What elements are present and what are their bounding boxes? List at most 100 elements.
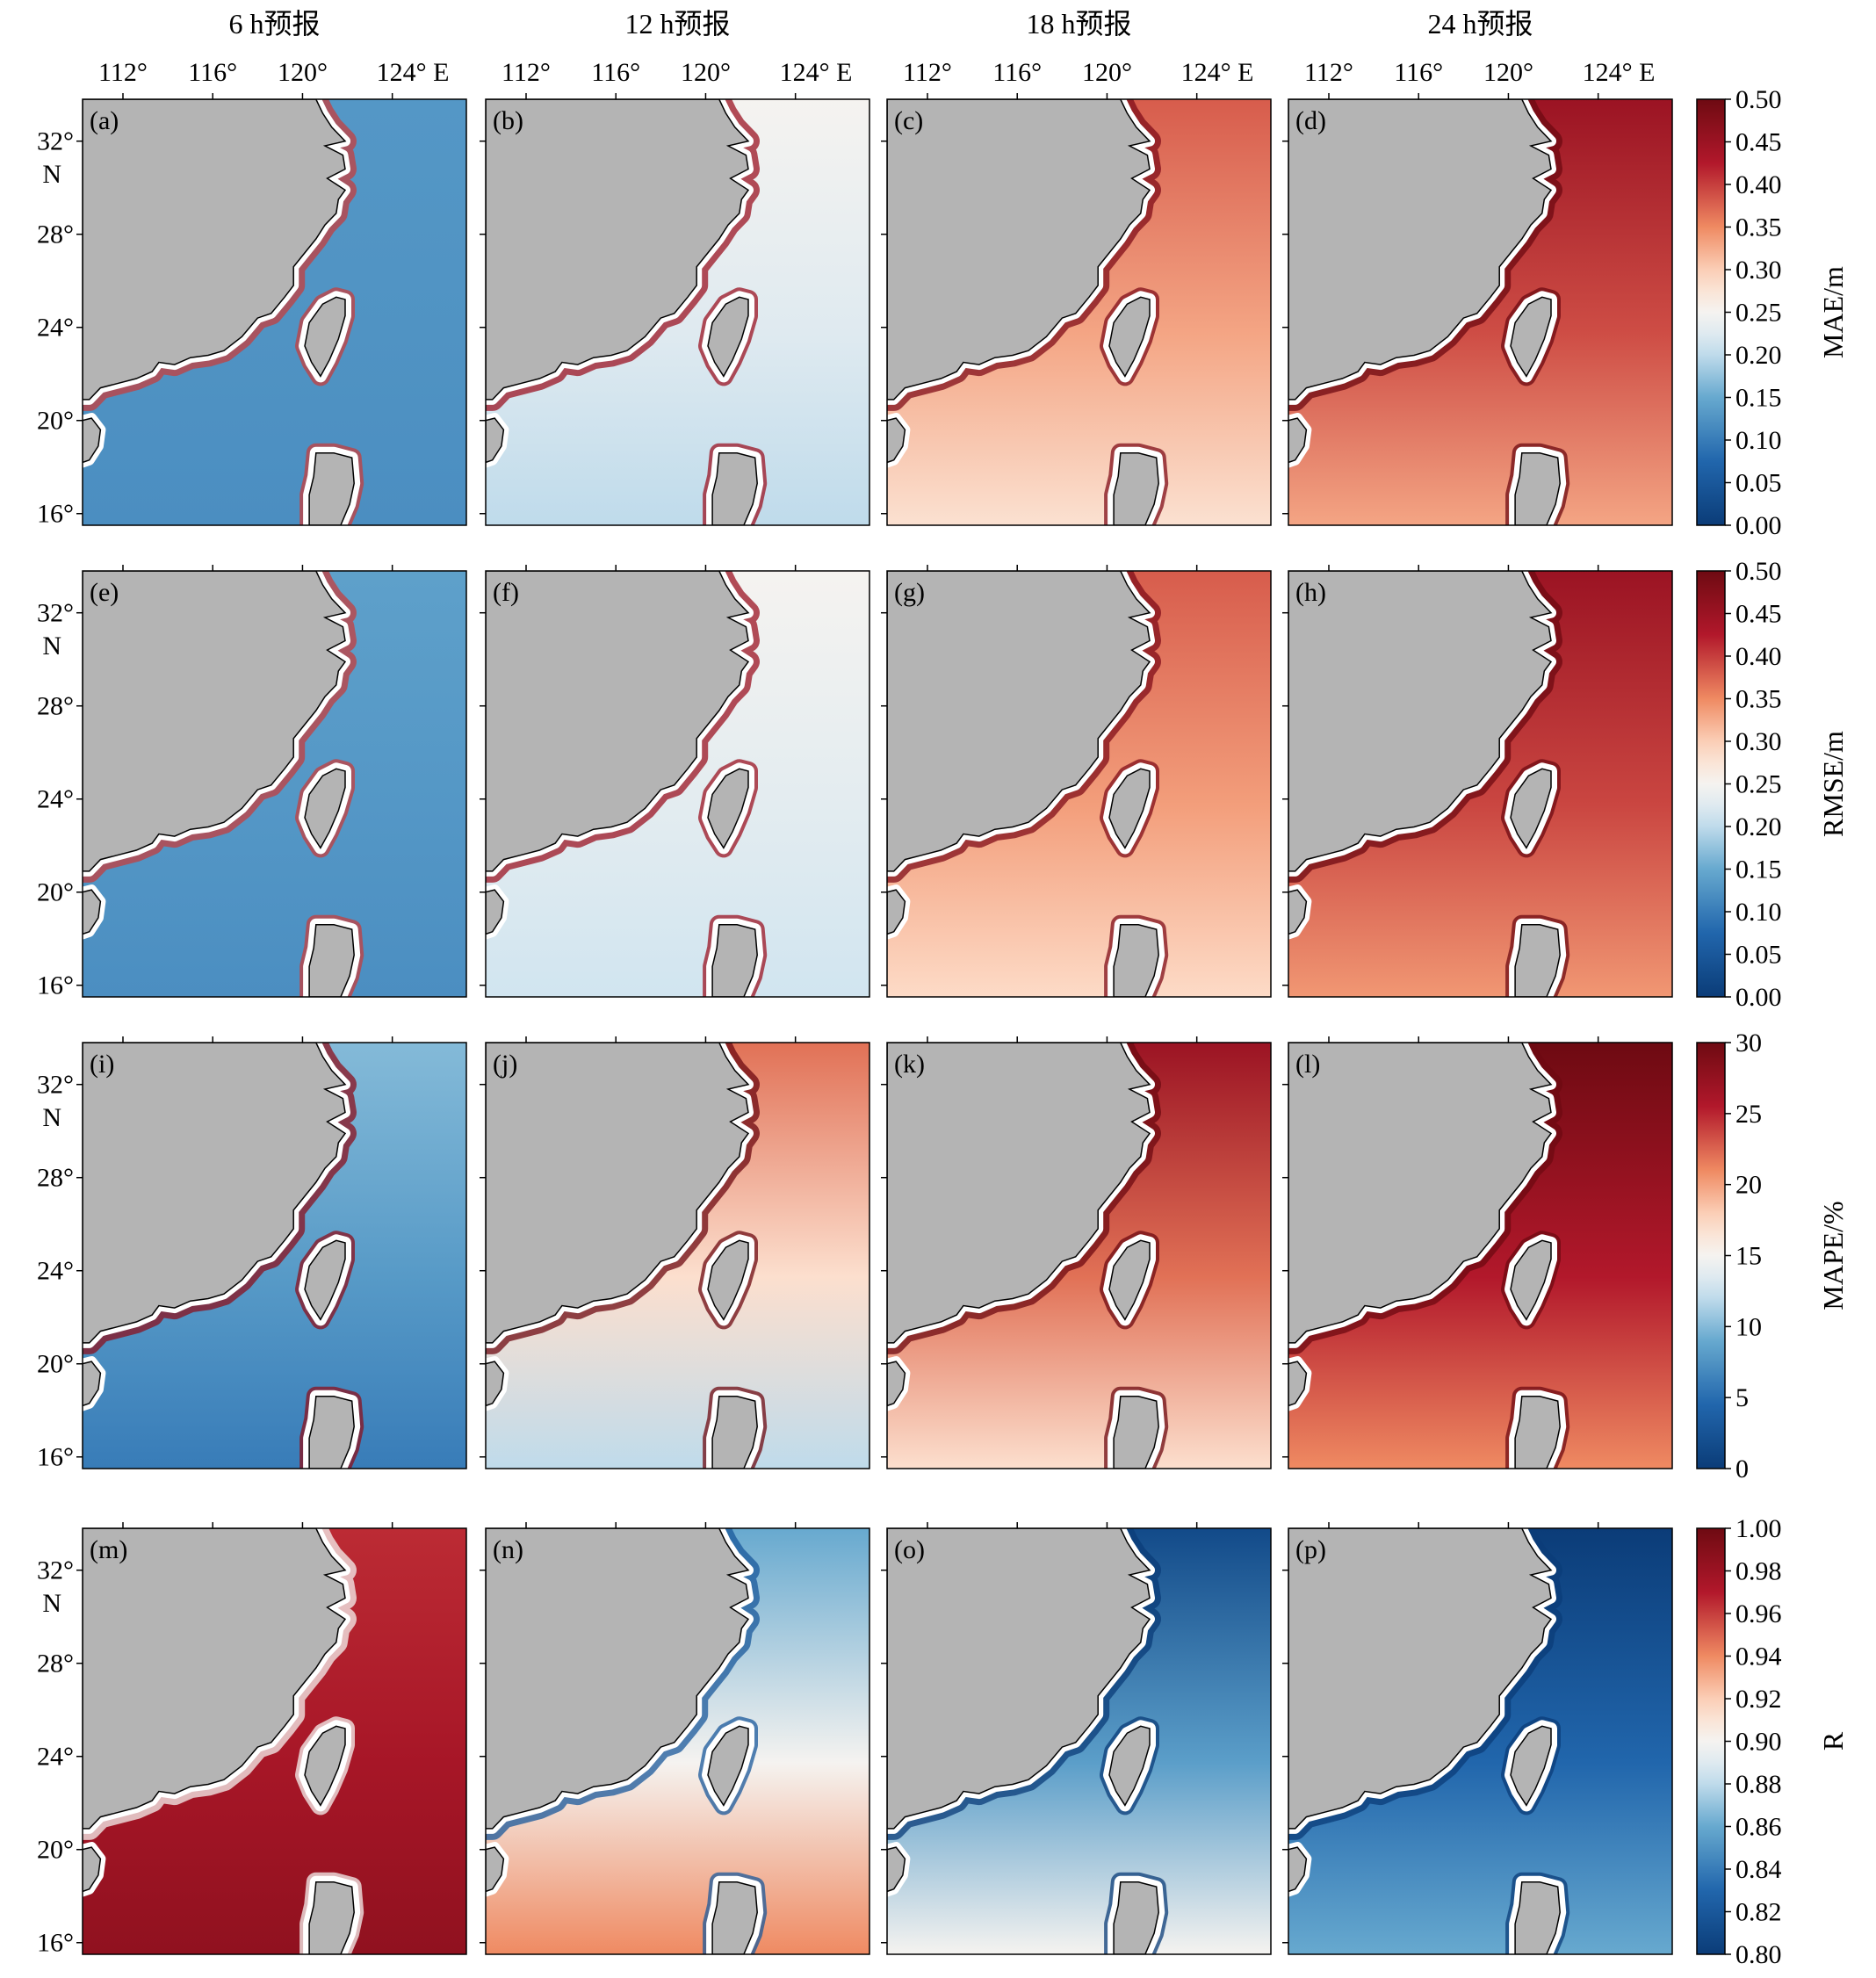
colorbar-tick-label: 30 <box>1735 1029 1762 1058</box>
panel-frame <box>1288 98 1673 526</box>
lon-tick-label: 116° <box>188 58 237 87</box>
panel-l: (l) <box>1282 1036 1673 1469</box>
lon-tick-label: 112° <box>501 58 551 87</box>
panel-p: (p) <box>1282 1522 1673 1955</box>
lat-tick-label: 24° <box>37 785 74 814</box>
land-mainland <box>486 1528 750 1830</box>
land-mainland <box>486 571 750 872</box>
lat-tick-label: 28° <box>37 220 74 249</box>
colorbar-tick-label: 0.15 <box>1735 384 1782 413</box>
lon-tick-label: 124° E <box>377 58 450 87</box>
colorbar-tick-label: 0.25 <box>1735 770 1782 799</box>
lat-tick-label: 20° <box>37 407 74 436</box>
land-luzon <box>308 1881 355 1954</box>
land-mainland <box>887 1043 1151 1344</box>
colorbar-tick-label: 0.88 <box>1735 1770 1782 1799</box>
panel-b: (b) <box>480 93 870 526</box>
colorbar-mape: 30 25 20 15 10 5 0 MAPE/% <box>1696 1029 1849 1484</box>
land-taiwan <box>304 296 346 378</box>
colorbar-tick-label: 1.00 <box>1735 1514 1782 1543</box>
panel-e: (e) <box>76 565 467 998</box>
land-taiwan <box>707 1239 749 1321</box>
lat-tick-label: 16° <box>37 971 74 1000</box>
colorbar-tick-label: 0.00 <box>1735 511 1782 540</box>
panel-label: (k) <box>894 1050 925 1079</box>
colorbar-tick-label: 0.84 <box>1735 1855 1782 1884</box>
land-hainan <box>83 1846 102 1893</box>
land-taiwan <box>1108 296 1151 378</box>
panel-d: (d) <box>1282 93 1673 526</box>
panel-frame <box>485 570 870 998</box>
land-hainan <box>83 889 102 935</box>
panel-i: (i) <box>76 1036 467 1469</box>
colorbar-title: R <box>1817 1731 1849 1751</box>
colorbar-tick-label: 15 <box>1735 1242 1762 1271</box>
panel-frame <box>82 1042 467 1469</box>
colorbar-r: 1.00 0.98 0.96 0.94 0.92 0.90 0.88 0.86 0.84 0.82… <box>1696 1514 1849 1969</box>
land-luzon <box>711 452 758 525</box>
colorbar-tick-label: 0.50 <box>1735 557 1782 586</box>
land-luzon <box>1113 1881 1159 1954</box>
lat-tick-label: N <box>42 160 61 189</box>
panel-frame <box>886 570 1272 998</box>
colorbar-tick-label: 0.20 <box>1735 812 1782 841</box>
colorbar-tick-label: 0.40 <box>1735 170 1782 199</box>
panel-frame <box>82 98 467 526</box>
colorbar-tick-label: 0.05 <box>1735 469 1782 498</box>
panel-label: (c) <box>894 106 923 135</box>
colorbar-tick-label: 25 <box>1735 1100 1762 1129</box>
colorbar-tick-label: 0.25 <box>1735 299 1782 328</box>
lon-tick-label: 124° E <box>1583 58 1656 87</box>
panel-j: (j) <box>480 1036 870 1469</box>
colorbar-tick-label: 0.50 <box>1735 85 1782 114</box>
land-luzon <box>711 1881 758 1954</box>
land-hainan <box>486 417 505 464</box>
land-mainland <box>1288 1528 1553 1830</box>
lon-tick-label: 120° <box>681 58 731 87</box>
land-taiwan <box>1510 1239 1552 1321</box>
land-mainland <box>83 571 347 872</box>
lat-tick-label: 16° <box>37 500 74 529</box>
colorbar-tick-label: 0.00 <box>1735 983 1782 1012</box>
lat-tick-label: 28° <box>37 1164 74 1193</box>
panel-label: (g) <box>894 578 925 607</box>
colorbar-rmse: 0.50 0.45 0.40 0.35 0.30 0.25 0.20 0.15 0.10 0.05… <box>1696 557 1849 1012</box>
land-hainan <box>486 889 505 935</box>
colorbar-tick-label: 0.45 <box>1735 600 1782 629</box>
lat-tick-label: N <box>42 1589 61 1618</box>
lat-tick-label: 24° <box>37 314 74 343</box>
land-taiwan <box>1510 296 1552 378</box>
colorbar-tick-label: 0.10 <box>1735 426 1782 455</box>
colorbar-tick-label: 0.20 <box>1735 341 1782 370</box>
land-mainland <box>887 571 1151 872</box>
land-hainan <box>887 1846 906 1893</box>
colorbar-tick-label: 0.92 <box>1735 1685 1782 1714</box>
land-luzon <box>1514 1396 1561 1469</box>
land-hainan <box>1288 1361 1308 1407</box>
colorbar-tick-label: 5 <box>1735 1383 1749 1412</box>
lat-tick-label: 16° <box>37 1929 74 1958</box>
land-luzon <box>308 1396 355 1469</box>
land-luzon <box>1514 452 1561 525</box>
land-mainland <box>83 1528 347 1830</box>
colorbar-tick-label: 0.35 <box>1735 213 1782 242</box>
lon-tick-label: 124° E <box>780 58 853 87</box>
land-taiwan <box>707 296 749 378</box>
panel-h: (h) <box>1282 565 1673 998</box>
colorbar-tick-label: 0.30 <box>1735 727 1782 756</box>
column-titles: 6 h预报 12 h预报 18 h预报 24 h预报 112° 116° 120° 124° … <box>37 8 1655 1958</box>
land-luzon <box>308 924 355 997</box>
panel-f: (f) <box>480 565 870 998</box>
panel-g: (g) <box>881 565 1272 998</box>
lat-tick-label: N <box>42 1103 61 1132</box>
colorbar-tick-label: 20 <box>1735 1171 1762 1200</box>
land-luzon <box>1113 924 1159 997</box>
lat-tick-label: 28° <box>37 1650 74 1678</box>
panel-c: (c) <box>881 93 1272 526</box>
panel-label: (i) <box>90 1050 114 1079</box>
panel-label: (h) <box>1295 578 1326 607</box>
colorbar-title: MAE/m <box>1817 266 1849 358</box>
panel-label: (o) <box>894 1535 925 1564</box>
land-mainland <box>1288 571 1553 872</box>
